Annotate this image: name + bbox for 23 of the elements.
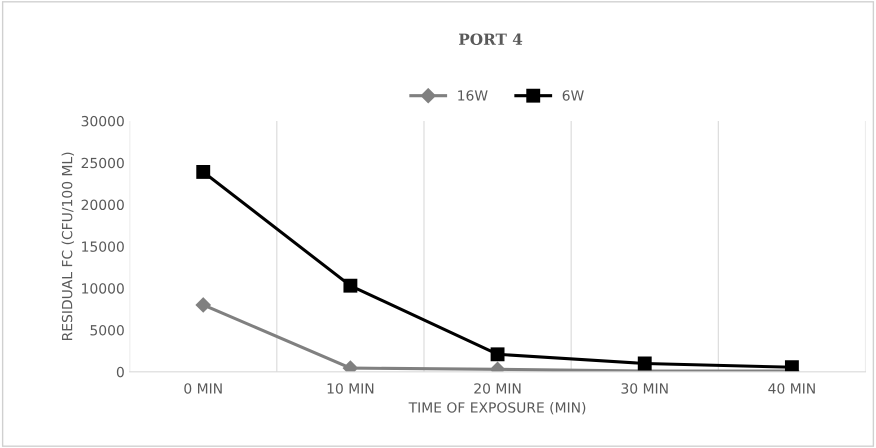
point (196, 297, 211, 313)
x-axis-title: TIME OF EXPOSURE (MIN) (408, 402, 586, 414)
legend-label: 16W (458, 90, 488, 101)
point (343, 278, 358, 293)
point (196, 165, 210, 179)
x-tick-label: 40 MIN (768, 383, 815, 394)
x-tick-label: 30 MIN (622, 383, 668, 394)
point (638, 356, 652, 370)
point (490, 347, 505, 362)
x-tick-label: 10 MIN (328, 383, 374, 394)
legend-label: 6W (562, 90, 584, 101)
y-tick-label: 20000 (82, 200, 124, 210)
y-tick-label: 0 (116, 366, 124, 378)
y-axis-title: RESIDUAL FC (CFU/100 ML) (62, 152, 74, 340)
y-tick-label: 10000 (82, 283, 124, 294)
y-tick-label: 30000 (82, 116, 124, 126)
y-tick-label: 5000 (90, 324, 124, 336)
y-tick-label: 15000 (82, 241, 124, 252)
x-tick-label: 20 MIN (474, 383, 520, 394)
x-tick-label: 0 MIN (184, 383, 222, 394)
y-tick-label: 25000 (82, 158, 124, 168)
chart-title: PORT 4 (459, 33, 522, 46)
point (784, 360, 799, 372)
